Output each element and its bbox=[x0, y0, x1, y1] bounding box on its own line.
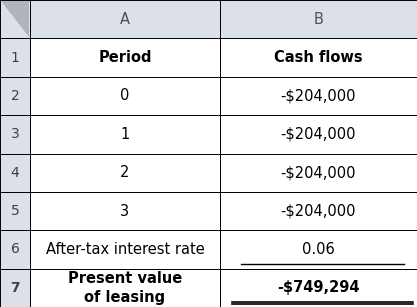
Bar bbox=[30, 154, 220, 192]
Bar bbox=[30, 38, 220, 77]
Bar bbox=[30, 0, 220, 38]
Bar bbox=[220, 0, 417, 38]
Text: 3: 3 bbox=[11, 127, 19, 141]
Bar bbox=[220, 115, 417, 154]
Text: Cash flows: Cash flows bbox=[274, 50, 363, 65]
Bar bbox=[220, 192, 417, 230]
Text: 1: 1 bbox=[10, 51, 20, 64]
Text: -$204,000: -$204,000 bbox=[281, 204, 356, 219]
Bar bbox=[220, 269, 417, 307]
Bar bbox=[220, 38, 417, 77]
Bar bbox=[30, 230, 220, 269]
Text: Present value
of leasing: Present value of leasing bbox=[68, 271, 182, 305]
Text: 0: 0 bbox=[120, 88, 130, 103]
Bar bbox=[30, 77, 220, 115]
Bar bbox=[220, 230, 417, 269]
Text: A: A bbox=[120, 12, 130, 27]
Bar bbox=[0, 269, 30, 307]
Text: 4: 4 bbox=[11, 166, 19, 180]
Text: 3: 3 bbox=[121, 204, 129, 219]
Bar bbox=[0, 230, 30, 269]
Bar bbox=[220, 77, 417, 115]
Text: -$204,000: -$204,000 bbox=[281, 165, 356, 180]
Text: 2: 2 bbox=[120, 165, 130, 180]
Text: 5: 5 bbox=[11, 204, 19, 218]
Text: 7: 7 bbox=[10, 281, 20, 295]
Text: Period: Period bbox=[98, 50, 152, 65]
Bar bbox=[0, 154, 30, 192]
Bar bbox=[0, 0, 30, 38]
Bar bbox=[30, 269, 220, 307]
Bar bbox=[0, 77, 30, 115]
Bar bbox=[220, 154, 417, 192]
Text: 2: 2 bbox=[11, 89, 19, 103]
Bar bbox=[0, 38, 30, 77]
Polygon shape bbox=[1, 1, 29, 37]
Text: 6: 6 bbox=[10, 243, 20, 256]
Bar bbox=[0, 192, 30, 230]
Text: 1: 1 bbox=[120, 127, 130, 142]
Text: -$204,000: -$204,000 bbox=[281, 127, 356, 142]
Text: -$749,294: -$749,294 bbox=[277, 280, 359, 295]
Text: -$204,000: -$204,000 bbox=[281, 88, 356, 103]
Bar bbox=[30, 192, 220, 230]
Bar bbox=[0, 115, 30, 154]
Bar bbox=[30, 115, 220, 154]
Text: After-tax interest rate: After-tax interest rate bbox=[45, 242, 204, 257]
Text: B: B bbox=[314, 12, 323, 27]
Text: 0.06: 0.06 bbox=[302, 242, 335, 257]
